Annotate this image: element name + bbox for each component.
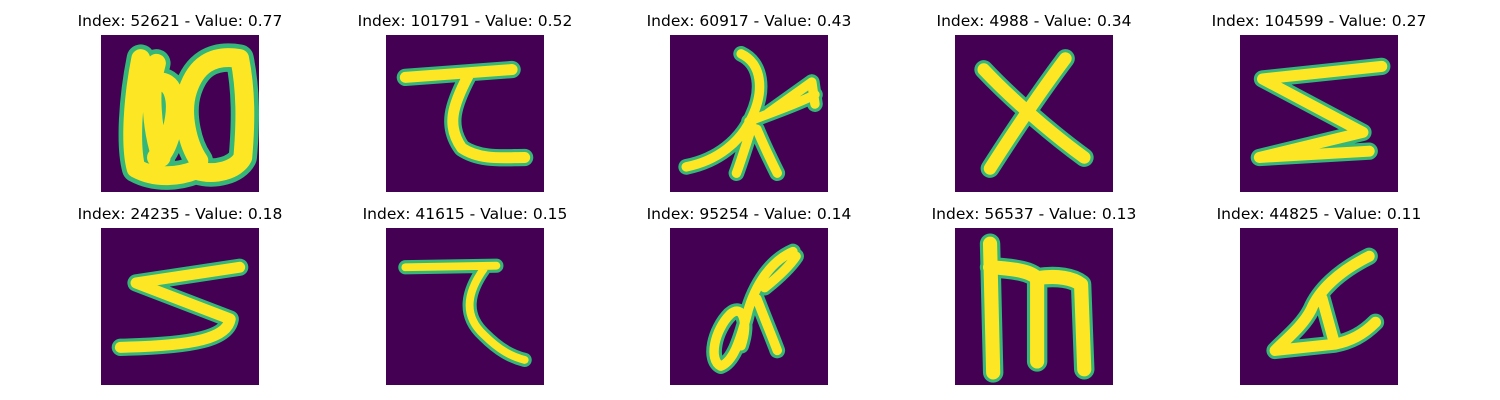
loop-w-icon [118, 43, 259, 190]
character-image [1240, 228, 1398, 385]
character-image [101, 35, 259, 192]
panel-10: Index: 44825 - Value: 0.11 [1199, 205, 1439, 387]
panel-3: Index: 60917 - Value: 0.43 [629, 12, 869, 194]
hook-stroke-icon [396, 60, 534, 167]
panel-5: Index: 104599 - Value: 0.27 [1199, 12, 1439, 194]
panel-title: Index: 24235 - Value: 0.18 [77, 205, 283, 223]
panel-6: Index: 24235 - Value: 0.18 [60, 205, 300, 387]
x-stroke-icon [974, 49, 1094, 178]
character-image [386, 228, 544, 385]
panel-title: Index: 4988 - Value: 0.34 [936, 12, 1132, 30]
panel-title: Index: 60917 - Value: 0.43 [646, 12, 852, 30]
panel-title: Index: 41615 - Value: 0.15 [362, 205, 568, 223]
panel-8: Index: 95254 - Value: 0.14 [629, 205, 869, 387]
panel-4: Index: 4988 - Value: 0.34 [914, 12, 1154, 194]
character-image [670, 228, 828, 385]
zigzag-stroke-icon [111, 258, 249, 356]
character-image [955, 228, 1113, 385]
panel-title: Index: 95254 - Value: 0.14 [646, 205, 852, 223]
panel-2: Index: 101791 - Value: 0.52 [345, 12, 585, 194]
zigzag-stroke-icon [1250, 57, 1391, 167]
character-image [386, 35, 544, 192]
character-image [101, 228, 259, 385]
panel-7: Index: 41615 - Value: 0.15 [345, 205, 585, 387]
panel-title: Index: 101791 - Value: 0.52 [357, 12, 573, 30]
hook-stroke-icon [398, 258, 532, 367]
panel-title: Index: 104599 - Value: 0.27 [1211, 12, 1427, 30]
character-image [670, 35, 828, 192]
panel-9: Index: 56537 - Value: 0.13 [914, 205, 1154, 387]
m-stroke-icon [979, 233, 1095, 383]
panel-title: Index: 56537 - Value: 0.13 [931, 205, 1137, 223]
character-image [955, 35, 1113, 192]
curl-stroke-icon [706, 243, 804, 375]
panel-title: Index: 44825 - Value: 0.11 [1216, 205, 1422, 223]
character-image [1240, 35, 1398, 192]
branch-stroke-icon [678, 45, 823, 182]
panel-title: Index: 52621 - Value: 0.77 [77, 12, 283, 30]
panel-1: Index: 52621 - Value: 0.77 [60, 12, 300, 194]
triangle-stroke-icon [1266, 247, 1385, 360]
